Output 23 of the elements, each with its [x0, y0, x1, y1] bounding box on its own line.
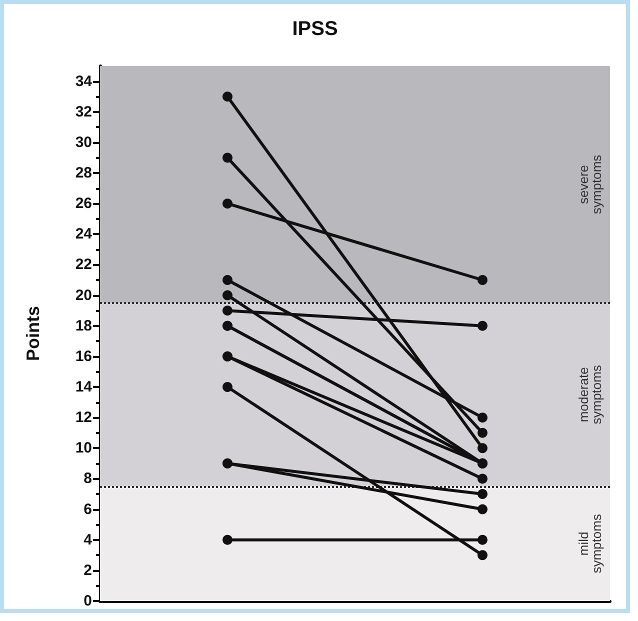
y-tick-label: 34: [75, 72, 93, 90]
band-label: moderate symptoms: [576, 364, 604, 424]
y-tick-label: 20: [75, 286, 92, 304]
y-tick-label: 10: [75, 440, 92, 457]
y-tick-label: 30: [75, 134, 92, 151]
band-label: severe symptoms: [576, 154, 604, 214]
y-tick-label: 32: [75, 103, 92, 120]
y-axis-title: Points: [23, 306, 43, 362]
y-tick-label: 18: [75, 317, 92, 334]
y-tick-label: 4: [84, 531, 93, 548]
chart-title: IPSS: [292, 18, 338, 40]
y-tick-label: 14: [75, 378, 93, 396]
y-tick-label: 26: [75, 195, 92, 212]
y-tick-label: 28: [75, 164, 92, 182]
band-label: mild symptoms: [576, 514, 604, 574]
y-tick-label: 12: [75, 409, 92, 426]
y-tick-label: 0: [84, 592, 92, 610]
y-tick-label: 8: [84, 470, 92, 488]
y-tick-label: 2: [84, 562, 92, 579]
y-tick-label: 16: [75, 348, 92, 365]
y-tick-label: 6: [84, 500, 92, 518]
y-tick-label: 24: [75, 226, 93, 243]
y-tick-label: 22: [75, 256, 92, 274]
